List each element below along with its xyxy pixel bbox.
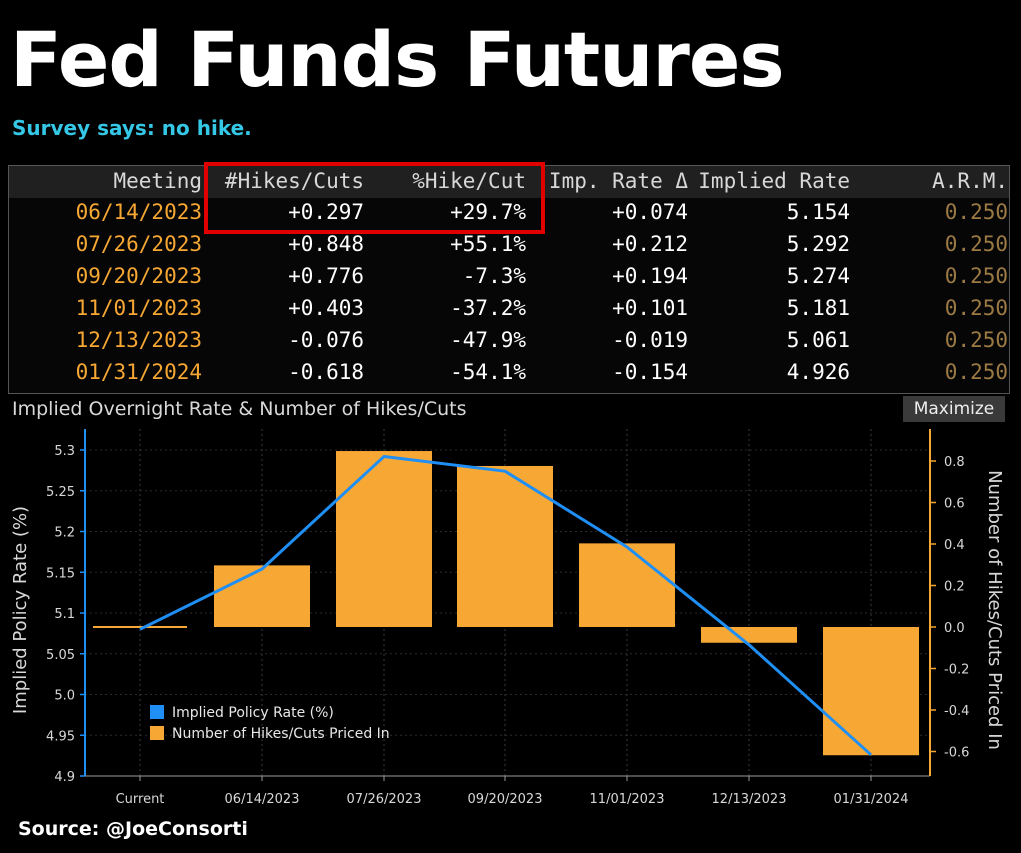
cell-implied-rate: 5.292 xyxy=(786,232,850,256)
cell-hikes-cuts: -0.618 xyxy=(288,360,364,384)
cell-implied-rate: 5.181 xyxy=(786,296,850,320)
cell-meeting: 01/31/2024 xyxy=(75,360,202,384)
cell-hikes-cuts: +0.848 xyxy=(288,232,364,256)
left-tick-label: 5.2 xyxy=(54,526,75,541)
chart-svg: 5.3 5.25 5.2 5.15 5.1 5.05 5.0 4.95 4.9 0.8 0.6 0.4… xyxy=(10,429,1005,807)
bar xyxy=(336,451,432,627)
left-tick-label: 5.05 xyxy=(46,648,75,663)
x-tick-label: 12/13/2023 xyxy=(712,792,787,807)
bar xyxy=(214,565,310,627)
left-tick-label: 5.15 xyxy=(46,566,75,581)
page-title: Fed Funds Futures xyxy=(10,15,785,104)
legend-label-line: Implied Policy Rate (%) xyxy=(172,705,334,721)
table-row[interactable]: 09/20/2023 +0.776 -7.3% +0.194 5.274 0.250 xyxy=(9,262,1009,294)
cell-arm: 0.250 xyxy=(944,264,1008,288)
x-tick-label: 01/31/2024 xyxy=(834,792,909,807)
bar xyxy=(579,543,675,627)
footer-bar xyxy=(0,812,1021,853)
cell-pct-hike-cut: +55.1% xyxy=(450,232,526,256)
cell-hikes-cuts: +0.403 xyxy=(288,296,364,320)
right-tick-label: 0.2 xyxy=(944,580,965,595)
right-tick-label: -0.2 xyxy=(944,663,969,678)
cell-pct-hike-cut: -37.2% xyxy=(450,296,526,320)
table-row[interactable]: 06/14/2023 +0.297 +29.7% +0.074 5.154 0.250 xyxy=(9,198,1009,230)
cell-pct-hike-cut: +29.7% xyxy=(450,200,526,224)
cell-imp-rate-delta: -0.154 xyxy=(612,360,688,384)
page-subtitle: Survey says: no hike. xyxy=(12,116,252,140)
cell-imp-rate-delta: +0.194 xyxy=(612,264,688,288)
left-tick-label: 4.95 xyxy=(46,729,75,744)
cell-arm: 0.250 xyxy=(944,200,1008,224)
left-tick-label: 5.1 xyxy=(54,607,75,622)
cell-imp-rate-delta: +0.101 xyxy=(612,296,688,320)
highlight-box xyxy=(204,162,545,234)
left-tick-label: 5.25 xyxy=(46,485,75,500)
table-row[interactable]: 07/26/2023 +0.848 +55.1% +0.212 5.292 0.250 xyxy=(9,230,1009,262)
left-tick-label: 4.9 xyxy=(54,770,75,785)
right-tick-label: 0.4 xyxy=(944,538,965,553)
bar xyxy=(457,465,553,627)
cell-meeting: 09/20/2023 xyxy=(75,264,202,288)
legend-swatch-bar xyxy=(150,726,164,740)
col-header-arm[interactable]: A.R.M. xyxy=(932,169,1008,193)
cell-imp-rate-delta: +0.074 xyxy=(612,200,688,224)
cell-arm: 0.250 xyxy=(944,296,1008,320)
cell-hikes-cuts: +0.297 xyxy=(288,200,364,224)
right-axis-title: Number of Hikes/Cuts Priced In xyxy=(984,470,1005,750)
cell-meeting: 07/26/2023 xyxy=(75,232,202,256)
cell-implied-rate: 5.154 xyxy=(786,200,850,224)
cell-pct-hike-cut: -47.9% xyxy=(450,328,526,352)
cell-arm: 0.250 xyxy=(944,232,1008,256)
legend-swatch-line xyxy=(150,705,164,719)
table-row[interactable]: 12/13/2023 -0.076 -47.9% -0.019 5.061 0.250 xyxy=(9,326,1009,358)
left-axis-title: Implied Policy Rate (%) xyxy=(10,506,31,714)
bar xyxy=(823,627,919,756)
cell-pct-hike-cut: -54.1% xyxy=(450,360,526,384)
implied-rate-line xyxy=(139,455,873,756)
right-tick-label: 0.0 xyxy=(944,621,965,636)
table-row[interactable]: 11/01/2023 +0.403 -37.2% +0.101 5.181 0.250 xyxy=(9,294,1009,326)
cell-implied-rate: 4.926 xyxy=(786,360,850,384)
right-tick-label: -0.6 xyxy=(944,746,969,761)
cell-arm: 0.250 xyxy=(944,328,1008,352)
col-header-hikes-cuts[interactable]: #Hikes/Cuts xyxy=(224,169,364,193)
table-row[interactable]: 01/31/2024 -0.618 -54.1% -0.154 4.926 0.250 xyxy=(9,358,1009,390)
left-tick-label: 5.0 xyxy=(54,689,75,704)
chart-title: Implied Overnight Rate & Number of Hikes… xyxy=(12,398,467,420)
cell-hikes-cuts: -0.076 xyxy=(288,328,364,352)
cell-arm: 0.250 xyxy=(944,360,1008,384)
x-tick-label: 06/14/2023 xyxy=(225,792,300,807)
table-header-row: Meeting #Hikes/Cuts %Hike/Cut Imp. Rate … xyxy=(9,166,1009,198)
x-tick-label: 09/20/2023 xyxy=(468,792,543,807)
legend-label-bar: Number of Hikes/Cuts Priced In xyxy=(172,726,390,742)
futures-table: Meeting #Hikes/Cuts %Hike/Cut Imp. Rate … xyxy=(8,162,1010,394)
left-tick-label: 5.3 xyxy=(54,444,75,459)
cell-hikes-cuts: +0.776 xyxy=(288,264,364,288)
cell-meeting: 12/13/2023 xyxy=(75,328,202,352)
bar xyxy=(701,627,797,643)
cell-meeting: 06/14/2023 xyxy=(75,200,202,224)
x-tick-label: 11/01/2023 xyxy=(590,792,665,807)
cell-implied-rate: 5.061 xyxy=(786,328,850,352)
x-tick-label: Current xyxy=(116,792,165,807)
cell-imp-rate-delta: -0.019 xyxy=(612,328,688,352)
cell-meeting: 11/01/2023 xyxy=(75,296,202,320)
col-header-pct-hike-cut[interactable]: %Hike/Cut xyxy=(412,169,526,193)
right-tick-label: 0.8 xyxy=(944,455,965,470)
col-header-imp-rate-delta[interactable]: Imp. Rate Δ xyxy=(548,169,688,193)
source-credit: Source: @JoeConsorti xyxy=(18,818,248,840)
col-header-implied-rate[interactable]: Implied Rate xyxy=(698,169,850,193)
right-tick-label: 0.6 xyxy=(944,497,965,512)
cell-pct-hike-cut: -7.3% xyxy=(462,264,526,288)
right-tick-label: -0.4 xyxy=(944,704,969,719)
cell-imp-rate-delta: +0.212 xyxy=(612,232,688,256)
cell-implied-rate: 5.274 xyxy=(786,264,850,288)
x-tick-label: 07/26/2023 xyxy=(347,792,422,807)
maximize-button[interactable]: Maximize xyxy=(903,396,1005,422)
col-header-meeting[interactable]: Meeting xyxy=(113,169,202,193)
